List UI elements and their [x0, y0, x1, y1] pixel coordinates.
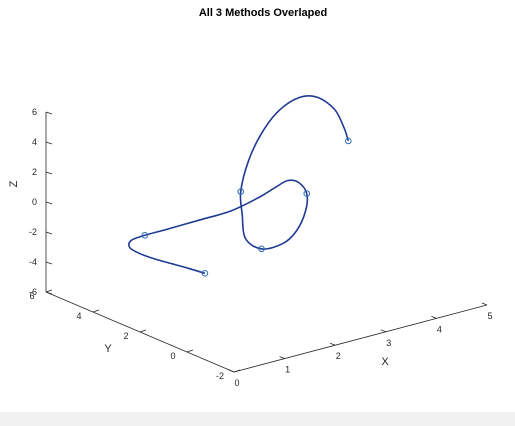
series-group: [128, 94, 352, 277]
z-tick-label: -4: [29, 257, 37, 267]
z-tick-mark: [45, 261, 53, 265]
x-tick-label: 2: [336, 351, 341, 361]
z-tick-label: -6: [29, 287, 37, 297]
trajectory-line: [128, 94, 350, 275]
y-tick-mark: [45, 289, 53, 293]
y-tick-label: 6: [29, 291, 34, 301]
z-tick-mark: [45, 111, 53, 115]
y-tick-label: 4: [76, 311, 81, 321]
z-tick-label: 2: [32, 167, 37, 177]
z-tick-label: 6: [32, 107, 37, 117]
z-tick-mark: [45, 171, 53, 175]
figure-canvas: All 3 Methods Overlaped 0 1 2 3 4 5 -2 0 2 4 6 -6 -4…: [0, 0, 515, 412]
x-tick-mark: [380, 329, 386, 333]
trajectory-marker: [237, 188, 245, 195]
z-tick-label: 4: [32, 137, 37, 147]
x-tick-label: 1: [285, 365, 290, 375]
x-tick-label: 5: [487, 311, 492, 321]
trajectory-marker: [345, 137, 352, 145]
z-tick-label: -2: [29, 227, 37, 237]
y-tick-mark: [92, 309, 100, 313]
x-axis-line: [233, 304, 488, 373]
y-tick-label: 2: [123, 331, 128, 341]
y-tick-mark: [139, 329, 147, 333]
y-axis-label: Y: [104, 343, 112, 355]
y-tick-label: 0: [170, 351, 175, 361]
x-tick-mark: [228, 369, 235, 373]
x-tick-label: 4: [437, 324, 442, 334]
z-tick-mark: [45, 201, 53, 205]
x-tick-mark: [431, 316, 437, 319]
trajectory-marker: [303, 190, 311, 197]
z-tick-mark: [45, 141, 53, 145]
chart-svg: All 3 Methods Overlaped 012345-20246-6-4…: [8, 7, 493, 388]
y-tick-mark: [233, 369, 241, 373]
trajectory-marker: [258, 245, 265, 253]
figure-footer: [0, 412, 515, 426]
trajectory-marker: [141, 232, 149, 239]
z-axis-label: Z: [8, 180, 20, 187]
z-tick-mark: [45, 291, 53, 295]
z-tick-mark: [45, 231, 53, 235]
axes-group: [45, 112, 488, 373]
x-tick-mark: [279, 356, 285, 359]
y-tick-mark: [186, 349, 194, 353]
x-axis-label: X: [381, 356, 389, 368]
trajectory-marker: [201, 270, 209, 277]
x-tick-mark: [481, 302, 488, 306]
chart-title: All 3 Methods Overlaped: [199, 7, 327, 19]
z-tick-label: 0: [32, 197, 37, 207]
y-tick-label: -2: [216, 371, 224, 381]
x-tick-label: 3: [386, 338, 391, 348]
x-tick-mark: [330, 342, 336, 346]
x-tick-label: 0: [234, 378, 239, 388]
